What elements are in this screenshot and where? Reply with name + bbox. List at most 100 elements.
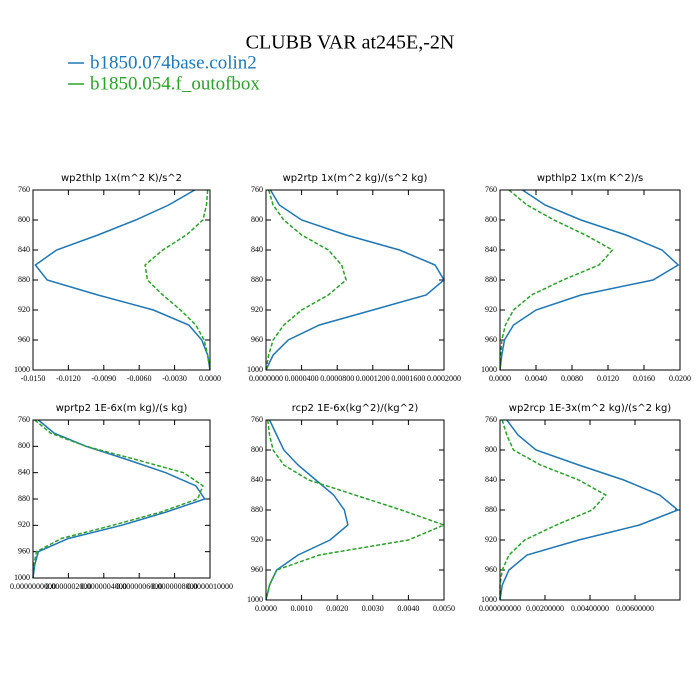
x-tick-label: 0.0000 [489,374,511,383]
profile-line [499,419,680,601]
y-tick-label: 880 [251,275,263,284]
profile-line [499,189,680,371]
profile-line [32,419,204,579]
x-tick-label: 0.0120 [597,374,619,383]
legend-label: b1850.054.f_outofbox [90,73,260,94]
y-tick-label: 1000 [481,595,497,604]
x-tick-label: 0.0002000 [427,374,461,383]
legend-label: b1850.074base.colin2 [90,52,257,73]
y-tick-label: 880 [251,505,263,514]
x-tick-label: 0.0000 [255,604,277,613]
y-tick-label: 920 [18,305,30,314]
x-tick-label: 0.0020 [326,604,348,613]
y-tick-label: 760 [18,415,30,424]
y-tick-label: 920 [251,305,263,314]
panel-title: wpthlp2 1x(m K^2)/s [537,173,643,184]
y-tick-label: 880 [18,275,30,284]
x-tick-label: 0.0080 [561,374,583,383]
y-tick-label: 840 [251,245,263,254]
x-tick-label: 0.0001200 [356,374,390,383]
profile-line [265,189,347,371]
plot-frame [499,419,681,601]
x-tick-label: 0.0000004000 [81,582,127,591]
y-tick-label: 920 [485,305,497,314]
x-tick-label: 0.0000400 [285,374,319,383]
x-tick-label: 0.0160 [633,374,655,383]
profile-line [499,189,614,371]
y-tick-label: 760 [251,415,263,424]
plot-frame [499,189,681,371]
y-tick-label: 760 [485,415,497,424]
y-tick-label: 800 [251,215,263,224]
x-tick-label: 0.0040 [525,374,547,383]
x-tick-label: 0.0000002000 [45,582,91,591]
panel-title: wp2rtp 1x(m^2 kg)/(s^2 kg) [283,173,428,184]
y-tick-label: 1000 [14,573,30,582]
x-tick-label: 0.0010 [291,604,313,613]
x-tick-label: -0.0060 [127,374,152,383]
x-tick-label: 0.0000000000 [10,582,56,591]
figure-title: CLUBB VAR at245E,-2N [246,32,455,54]
y-tick-label: 840 [251,475,263,484]
y-tick-label: 1000 [247,595,263,604]
y-tick-label: 960 [18,335,30,344]
x-tick-label: -0.0120 [56,374,81,383]
x-tick-label: 0.0000006000 [116,582,162,591]
plot-frame [32,189,211,371]
y-tick-label: 760 [485,185,497,194]
y-tick-label: 880 [485,505,497,514]
y-tick-label: 800 [251,445,263,454]
y-tick-label: 1000 [14,365,30,374]
y-tick-label: 800 [18,441,30,450]
y-tick-label: 840 [485,475,497,484]
y-tick-label: 840 [18,245,30,254]
profile-line [499,419,607,600]
x-tick-label: 0.0000800 [320,374,354,383]
y-tick-label: 800 [485,215,497,224]
panel-title: rcp2 1E-6x(kg^2)/(kg^2) [292,403,419,414]
profile-line [144,189,211,371]
x-tick-label: 0.0000000 [249,374,283,383]
profile-line [32,419,206,579]
x-tick-label: 0.0000 [199,374,221,383]
panel-title: wprtp2 1E-6x(m kg)/(s kg) [56,403,188,414]
y-tick-label: 760 [18,185,30,194]
x-tick-label: -0.0150 [21,374,46,383]
panel-title: wp2rcp 1E-3x(m^2 kg)/(s^2 kg) [509,403,672,414]
y-tick-label: 760 [251,185,263,194]
y-tick-label: 840 [18,467,30,476]
profile-line [265,189,445,371]
x-tick-label: 0.0030 [362,604,384,613]
x-tick-label: 0.0000010000 [187,582,233,591]
y-tick-label: 960 [251,565,263,574]
x-tick-label: -0.0090 [91,374,116,383]
y-tick-label: 920 [485,535,497,544]
x-tick-label: 0.0001600 [391,374,425,383]
y-tick-label: 1000 [247,365,263,374]
y-tick-label: 920 [18,520,30,529]
x-tick-label: 0.00200000 [526,604,564,613]
y-tick-label: 960 [18,546,30,555]
y-tick-label: 880 [485,275,497,284]
profile-line [265,419,447,601]
x-tick-label: 0.000000000 [479,604,521,613]
y-tick-label: 1000 [481,365,497,374]
x-tick-label: 0.0050 [433,604,455,613]
x-tick-label: 0.0200 [669,374,691,383]
plot-frame [32,419,211,579]
x-tick-label: 0.0040 [397,604,419,613]
profile-line [265,419,349,601]
y-tick-label: 800 [18,215,30,224]
y-tick-label: 960 [485,565,497,574]
y-tick-label: 880 [18,494,30,503]
x-tick-label: 0.0000008000 [152,582,198,591]
x-tick-label: 0.00600000 [616,604,654,613]
y-tick-label: 840 [485,245,497,254]
plot-frame [265,419,445,601]
y-tick-label: 920 [251,535,263,544]
plot-frame [265,189,445,371]
y-tick-label: 960 [251,335,263,344]
y-tick-label: 800 [485,445,497,454]
x-tick-label: 0.00400000 [571,604,609,613]
